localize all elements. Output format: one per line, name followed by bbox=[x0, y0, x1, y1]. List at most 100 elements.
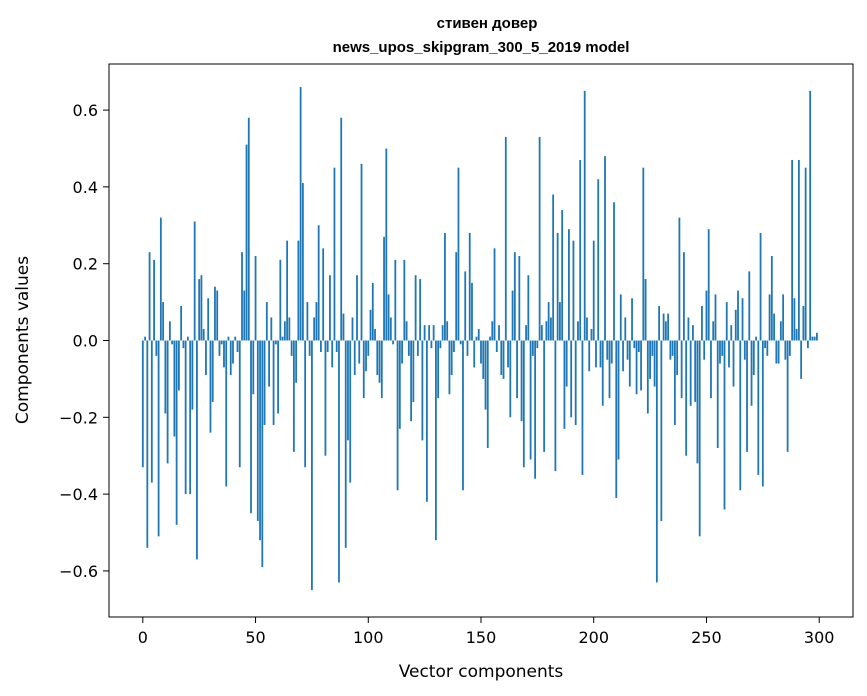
bar-124 bbox=[421, 340, 424, 441]
bar-25 bbox=[198, 279, 201, 341]
bar-223 bbox=[644, 279, 647, 341]
bar-254 bbox=[714, 294, 717, 341]
bar-52 bbox=[259, 340, 261, 541]
bar-138 bbox=[453, 340, 455, 353]
bar-299 bbox=[816, 332, 818, 341]
chart-subtitle: news_upos_skipgram_300_5_2019 model bbox=[333, 39, 630, 56]
bar-277 bbox=[766, 340, 769, 356]
bar-110 bbox=[389, 317, 392, 341]
bar-214 bbox=[624, 317, 627, 341]
bar-166 bbox=[516, 340, 518, 399]
bar-103 bbox=[374, 328, 376, 341]
bar-259 bbox=[725, 302, 728, 341]
bar-298 bbox=[813, 336, 816, 341]
bar-64 bbox=[286, 240, 289, 341]
bar-120 bbox=[412, 340, 415, 402]
bar-194 bbox=[579, 160, 582, 341]
bar-30 bbox=[209, 340, 212, 433]
bar-241 bbox=[685, 340, 688, 456]
bar-204 bbox=[601, 340, 604, 406]
bar-270 bbox=[750, 340, 753, 406]
bar-18 bbox=[182, 340, 185, 349]
bar-46 bbox=[245, 144, 248, 341]
bar-91 bbox=[347, 340, 349, 441]
x-axis: 0 50 100 150 200 250 300 bbox=[138, 617, 834, 647]
bar-33 bbox=[216, 290, 219, 341]
bar-255 bbox=[716, 340, 719, 449]
bar-173 bbox=[531, 340, 534, 356]
bar-237 bbox=[676, 340, 679, 376]
bar-163 bbox=[509, 340, 512, 418]
bar-44 bbox=[241, 252, 243, 341]
bar-183 bbox=[554, 340, 557, 472]
bar-288 bbox=[791, 160, 794, 341]
bar-186 bbox=[561, 209, 564, 341]
bar-141 bbox=[459, 340, 462, 345]
x-axis-label: Vector components bbox=[399, 662, 564, 682]
bar-17 bbox=[180, 305, 183, 341]
bar-121 bbox=[414, 275, 417, 341]
bar-162 bbox=[507, 340, 509, 368]
bar-224 bbox=[646, 340, 649, 414]
bar-9 bbox=[162, 302, 165, 341]
bar-264 bbox=[737, 290, 739, 341]
bar-182 bbox=[552, 194, 555, 341]
bar-112 bbox=[394, 259, 397, 341]
bar-184 bbox=[556, 232, 559, 341]
bar-3 bbox=[148, 252, 151, 341]
bar-113 bbox=[396, 340, 399, 491]
bar-111 bbox=[392, 340, 394, 345]
bars-group bbox=[141, 87, 818, 591]
bar-256 bbox=[719, 340, 721, 364]
bar-283 bbox=[779, 321, 782, 341]
bar-293 bbox=[802, 305, 805, 341]
bar-225 bbox=[649, 340, 651, 379]
bar-152 bbox=[484, 340, 487, 410]
bar-177 bbox=[540, 325, 543, 341]
bar-272 bbox=[755, 336, 757, 341]
bar-100 bbox=[367, 340, 370, 356]
bar-239 bbox=[680, 340, 683, 399]
bar-209 bbox=[613, 202, 615, 341]
bar-284 bbox=[782, 294, 785, 341]
bar-85 bbox=[333, 167, 336, 341]
bar-169 bbox=[522, 340, 525, 468]
bar-188 bbox=[565, 340, 568, 387]
bar-185 bbox=[559, 302, 561, 341]
bar-180 bbox=[547, 302, 550, 341]
bar-130 bbox=[435, 340, 437, 541]
bar-231 bbox=[662, 313, 665, 341]
bar-94 bbox=[353, 340, 356, 376]
bar-45 bbox=[243, 290, 246, 341]
bar-196 bbox=[583, 90, 586, 341]
bar-71 bbox=[301, 183, 304, 341]
bar-21 bbox=[189, 340, 192, 495]
bar-105 bbox=[378, 340, 381, 383]
bar-208 bbox=[610, 340, 613, 364]
bar-165 bbox=[513, 252, 516, 341]
bar-222 bbox=[642, 167, 645, 341]
bar-157 bbox=[495, 340, 498, 353]
bar-230 bbox=[660, 340, 663, 521]
bar-123 bbox=[419, 279, 422, 341]
bar-228 bbox=[655, 340, 658, 583]
bar-5 bbox=[153, 259, 155, 341]
bar-281 bbox=[775, 340, 778, 364]
bar-87 bbox=[338, 340, 340, 583]
bar-280 bbox=[773, 313, 775, 341]
bar-249 bbox=[703, 340, 706, 360]
bar-139 bbox=[455, 252, 458, 341]
y-tick-label-4: 0.2 bbox=[73, 255, 98, 274]
bar-127 bbox=[428, 325, 431, 341]
bar-207 bbox=[608, 340, 611, 399]
bar-227 bbox=[653, 340, 656, 387]
bar-62 bbox=[281, 336, 284, 341]
bar-266 bbox=[741, 298, 744, 341]
bar-69 bbox=[297, 240, 300, 341]
bar-108 bbox=[385, 148, 388, 341]
bar-216 bbox=[628, 340, 631, 387]
bar-19 bbox=[184, 340, 187, 495]
bar-106 bbox=[380, 340, 383, 399]
bar-179 bbox=[545, 321, 548, 341]
